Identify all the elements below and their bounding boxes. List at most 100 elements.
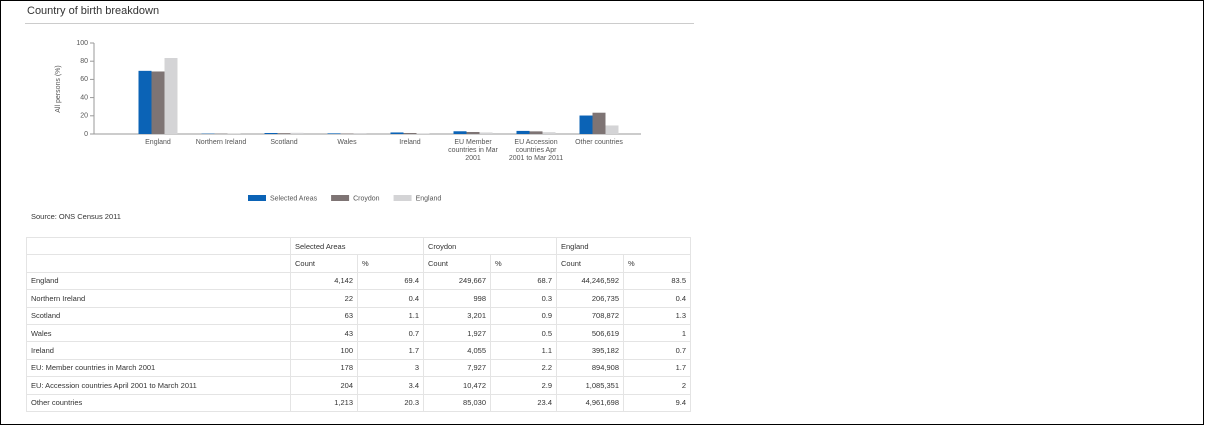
number-cell: 22 [290,289,358,308]
group-header: Croydon [423,236,557,256]
row-label: EU: Accession countries April 2001 to Ma… [26,376,291,395]
number-cell: 1,213 [290,393,358,412]
subheader: % [357,254,424,273]
number-cell: 100 [290,341,358,360]
bar [390,132,404,134]
number-cell: 1.3 [623,306,691,325]
table-row: Scotland 63 1.1 3,201 0.9 708,872 1.3 [26,306,691,325]
number-cell: 4,961,698 [556,393,624,412]
number-cell: 708,872 [556,306,624,325]
x-tick-label: England [145,139,171,146]
table-row: Other countries 1,213 20.3 85,030 23.4 4,961,… [26,393,691,412]
table-row: Northern Ireland 22 0.4 998 0.3 206,735 0.4 [26,289,691,308]
number-cell: 1.1 [490,341,557,360]
bar [164,58,178,134]
number-cell: 0.4 [623,289,691,308]
subheader: % [490,254,557,273]
header-cell [26,254,291,273]
number-cell: 69.4 [357,271,424,291]
legend-label: England [416,195,442,202]
legend-label: Selected Areas [270,195,318,202]
number-cell: 3 [357,358,424,378]
legend-swatch [248,195,266,201]
bar [327,133,341,134]
number-cell: 3,201 [423,306,491,325]
number-cell: 44,246,592 [556,271,624,291]
bar [290,132,304,134]
row-label: Other countries [26,393,291,412]
number-cell: 249,667 [423,271,491,291]
bar [138,70,152,134]
subheader-row: Count% Count% Count% [26,254,691,273]
number-cell: 2.9 [490,376,557,395]
bar [277,133,291,134]
source-note: Source: ONS Census 2011 [31,212,121,221]
row-label: Wales [26,323,291,343]
bar [453,131,467,134]
number-cell: 1 [623,323,691,343]
y-tick-label: 80 [80,58,88,65]
number-cell: 10,472 [423,376,491,395]
y-tick-label: 60 [80,76,88,83]
bar [529,131,543,134]
number-cell: 63 [290,306,358,325]
x-tick-label: EU Accession countries Apr 2001 to Mar 2… [508,139,564,162]
header-cell [26,236,291,256]
number-cell: 4,142 [290,271,358,291]
number-cell: 204 [290,376,358,395]
row-label: Northern Ireland [26,289,291,308]
header-row: Selected Areas Croydon England [26,236,691,256]
data-table: Selected Areas Croydon England Count% Count%… [26,236,691,412]
x-tick-label: Ireland [399,139,421,146]
bar [416,133,430,134]
number-cell: 20.3 [357,393,424,412]
table-row: Ireland 100 1.7 4,055 1.1 395,182 0.7 [26,341,691,360]
bar [466,131,480,134]
y-axis-label: All persons (%) [55,65,62,112]
number-cell: 1.1 [357,306,424,325]
legend-label: Croydon [353,195,380,202]
number-cell: 0.5 [490,323,557,343]
x-tick-label: Scotland [270,139,298,146]
number-cell: 23.4 [490,393,557,412]
bar [579,115,593,134]
subheader: Count [290,254,358,273]
number-cell: 7,927 [423,358,491,378]
bar [353,133,367,134]
title-rule [25,23,694,24]
row-label: Scotland [26,306,291,325]
bar [605,125,619,134]
number-cell: 2.2 [490,358,557,378]
subheader: Count [423,254,491,273]
section-title: Country of birth breakdown [27,5,160,17]
number-cell: 206,735 [556,289,624,308]
bar [264,132,278,134]
number-cell: 0.4 [357,289,424,308]
number-cell: 0.7 [623,341,691,360]
x-tick-label: EU Member countries in Mar 2001 [448,139,498,162]
table-row: EU: Member countries in March 2001 178 3 7,… [26,358,691,378]
bar [403,132,417,134]
chart: All persons (%) 0 20 40 60 80 100 Selected Are… [55,40,641,202]
row-label: EU: Member countries in March 2001 [26,358,291,378]
legend-swatch [393,195,412,201]
y-tick-label: 40 [80,94,88,101]
number-cell: 2 [623,376,691,395]
subheader: % [623,254,691,273]
subheader: Count [556,254,624,273]
number-cell: 0.3 [490,289,557,308]
bar [592,112,606,134]
number-cell: 506,619 [556,323,624,343]
row-label: Ireland [26,341,291,360]
number-cell: 3.4 [357,376,424,395]
number-cell: 1,927 [423,323,491,343]
number-cell: 395,182 [556,341,624,360]
y-tick-label: 0 [84,131,88,138]
number-cell: 178 [290,358,358,378]
number-cell: 1,085,351 [556,376,624,395]
y-tick-label: 20 [80,113,88,120]
bar [151,71,165,134]
number-cell: 0.9 [490,306,557,325]
bar [479,132,493,134]
